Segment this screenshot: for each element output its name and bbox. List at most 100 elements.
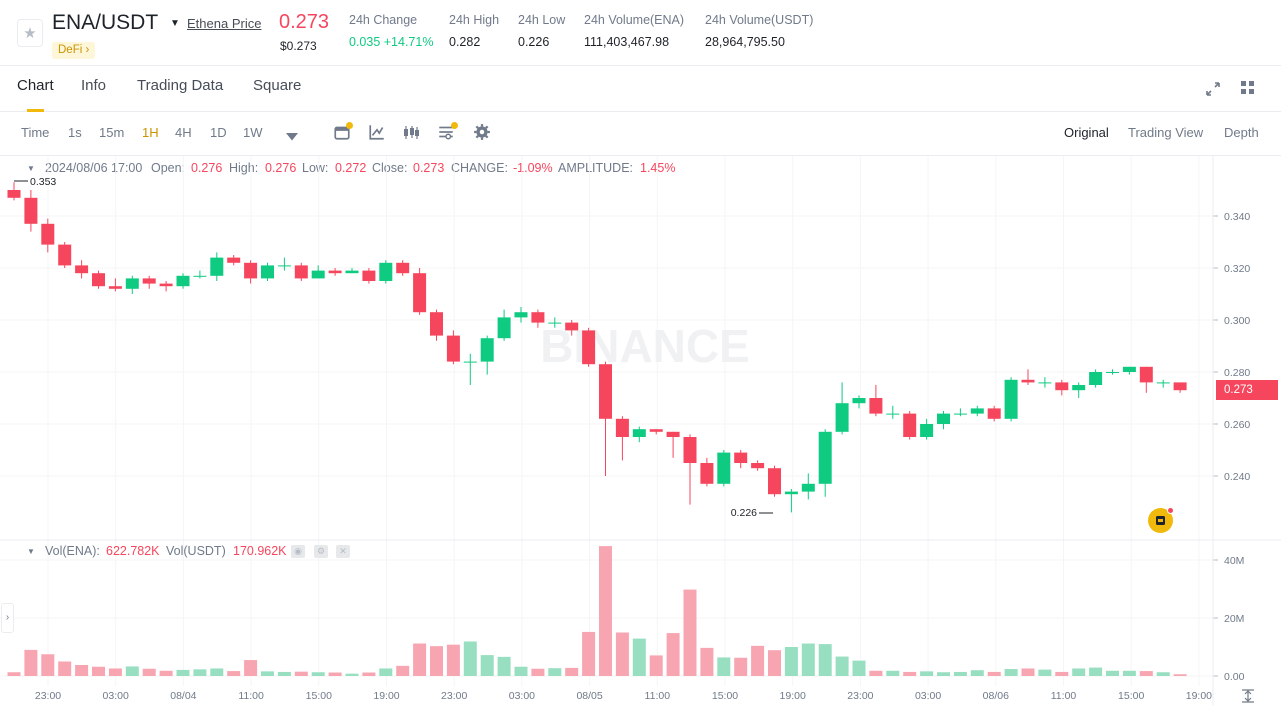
time-tick-label: 03:00 [915,690,941,702]
volume-bar [92,666,105,676]
candle-body [615,418,629,437]
collapse-caret-icon[interactable]: ▼ [27,164,35,173]
ohlc-low-label: Low: [302,161,329,175]
volume-bar [430,646,443,676]
gear-icon[interactable] [473,123,491,141]
eye-icon[interactable]: ◉ [291,545,305,558]
category-tag[interactable]: DeFi › [52,42,96,59]
candle-body [1122,366,1136,372]
expand-icon[interactable] [1205,81,1221,97]
time-tick-label: 15:00 [306,690,332,702]
settings-icon[interactable]: ⚙ [314,545,328,558]
settings-sliders-icon[interactable] [437,123,455,141]
indicator-line-icon[interactable] [368,123,386,141]
notification-dot [1167,507,1174,514]
more-timeframes-caret-icon[interactable] [283,127,301,145]
price-tick-label: 0.320 [1224,263,1250,275]
time-tick-label: 11:00 [1051,690,1077,702]
candle-body [413,273,427,313]
volume-bar [1055,671,1069,676]
candle-body [41,223,55,245]
view-trading-view[interactable]: Trading View [1128,125,1204,140]
candle-type-icon[interactable] [402,123,420,141]
volume-tick-label: 40M [1224,555,1244,567]
pair-title[interactable]: ENA/USDT [52,11,159,34]
timeframe-time[interactable]: Time [21,125,50,140]
candle-body [328,270,342,274]
price-tick-label: 0.240 [1224,471,1250,483]
tab-info[interactable]: Info [81,77,107,94]
volume-bar [970,670,984,676]
timeframe-1w[interactable]: 1W [243,125,263,140]
notification-dot [451,122,458,129]
stat-label: 24h Change [349,13,418,27]
candle-body [1021,379,1035,383]
volume-bar [277,671,291,676]
ohlc-close: 0.273 [413,161,445,175]
candle-body [666,431,680,437]
category-tag-label: DeFi [58,44,83,56]
timeframe-4h[interactable]: 4H [175,125,192,140]
view-original[interactable]: Original [1064,125,1109,140]
volume-bar [176,669,190,676]
candle-body [277,265,291,267]
stat-label: 24h Volume(ENA) [584,13,685,27]
volume-bar [920,671,934,676]
candle-body [480,338,494,362]
view-depth[interactable]: Depth [1224,125,1259,140]
volume-bar [801,643,815,676]
candle-body [548,322,562,324]
price-link[interactable]: Ethena Price [187,16,262,31]
timeframe-1d[interactable]: 1D [210,125,227,140]
timeframe-15m[interactable]: 15m [99,125,125,140]
volume-bar [294,671,308,676]
candle-body [244,262,258,279]
candle-body [463,361,477,363]
time-tick-label: 23:00 [35,690,61,702]
volume-bar [159,670,173,676]
time-axis: 23:00 03:00 08/04 11:00 15:00 19:00 23:00 03:00… [35,690,1212,702]
candle-body [683,437,697,463]
volume-bar [751,645,765,676]
volume-bar [1173,674,1187,676]
volume-bar [1089,667,1103,676]
timeframe-1s[interactable]: 1s [68,125,82,140]
stat-value: 111,403,467.98 [584,35,670,49]
layout-grid-icon[interactable] [1240,80,1255,95]
candle-body [75,265,89,274]
candle-body [497,317,511,339]
extreme-markers: 0.353 0.226 [14,176,773,519]
vol-usdt-value: 170.962K [233,544,287,558]
candle-body [1173,382,1187,391]
candle-body [227,257,241,263]
chevron-right-icon: › [85,44,90,56]
ohlc-high: 0.276 [265,161,297,175]
volume-bar [835,656,849,676]
calendar-icon[interactable] [333,123,351,141]
last-price-usd: $0.273 [280,39,317,53]
high-marker-label: 0.353 [30,176,56,188]
volume-bar [1072,668,1086,676]
ohlc-amplitude-label: AMPLITUDE: [558,161,634,175]
favorite-star-icon[interactable]: ★ [17,19,43,47]
volume-bar [666,633,680,676]
stat-label: 24h Low [518,13,566,27]
time-tick-label: 11:00 [238,690,264,702]
volume-bar [903,671,917,676]
tab-square[interactable]: Square [253,77,302,94]
timeframe-1h[interactable]: 1H [142,125,159,140]
tab-trading-data[interactable]: Trading Data [137,77,224,94]
candle-body [1106,372,1119,373]
time-tick-label: 19:00 [780,690,806,702]
candle-body [869,398,883,414]
tab-chart[interactable]: Chart [17,77,54,94]
axis-scale-icon[interactable] [1242,689,1254,703]
chevron-down-icon[interactable]: ▼ [170,18,180,29]
volume-bar [1156,672,1170,676]
close-icon[interactable]: ✕ [336,545,350,558]
collapse-caret-icon[interactable]: ▼ [27,547,35,556]
volume-bar [345,673,359,676]
chevron-right-icon[interactable]: › [1,603,14,633]
candle-body [24,197,38,224]
